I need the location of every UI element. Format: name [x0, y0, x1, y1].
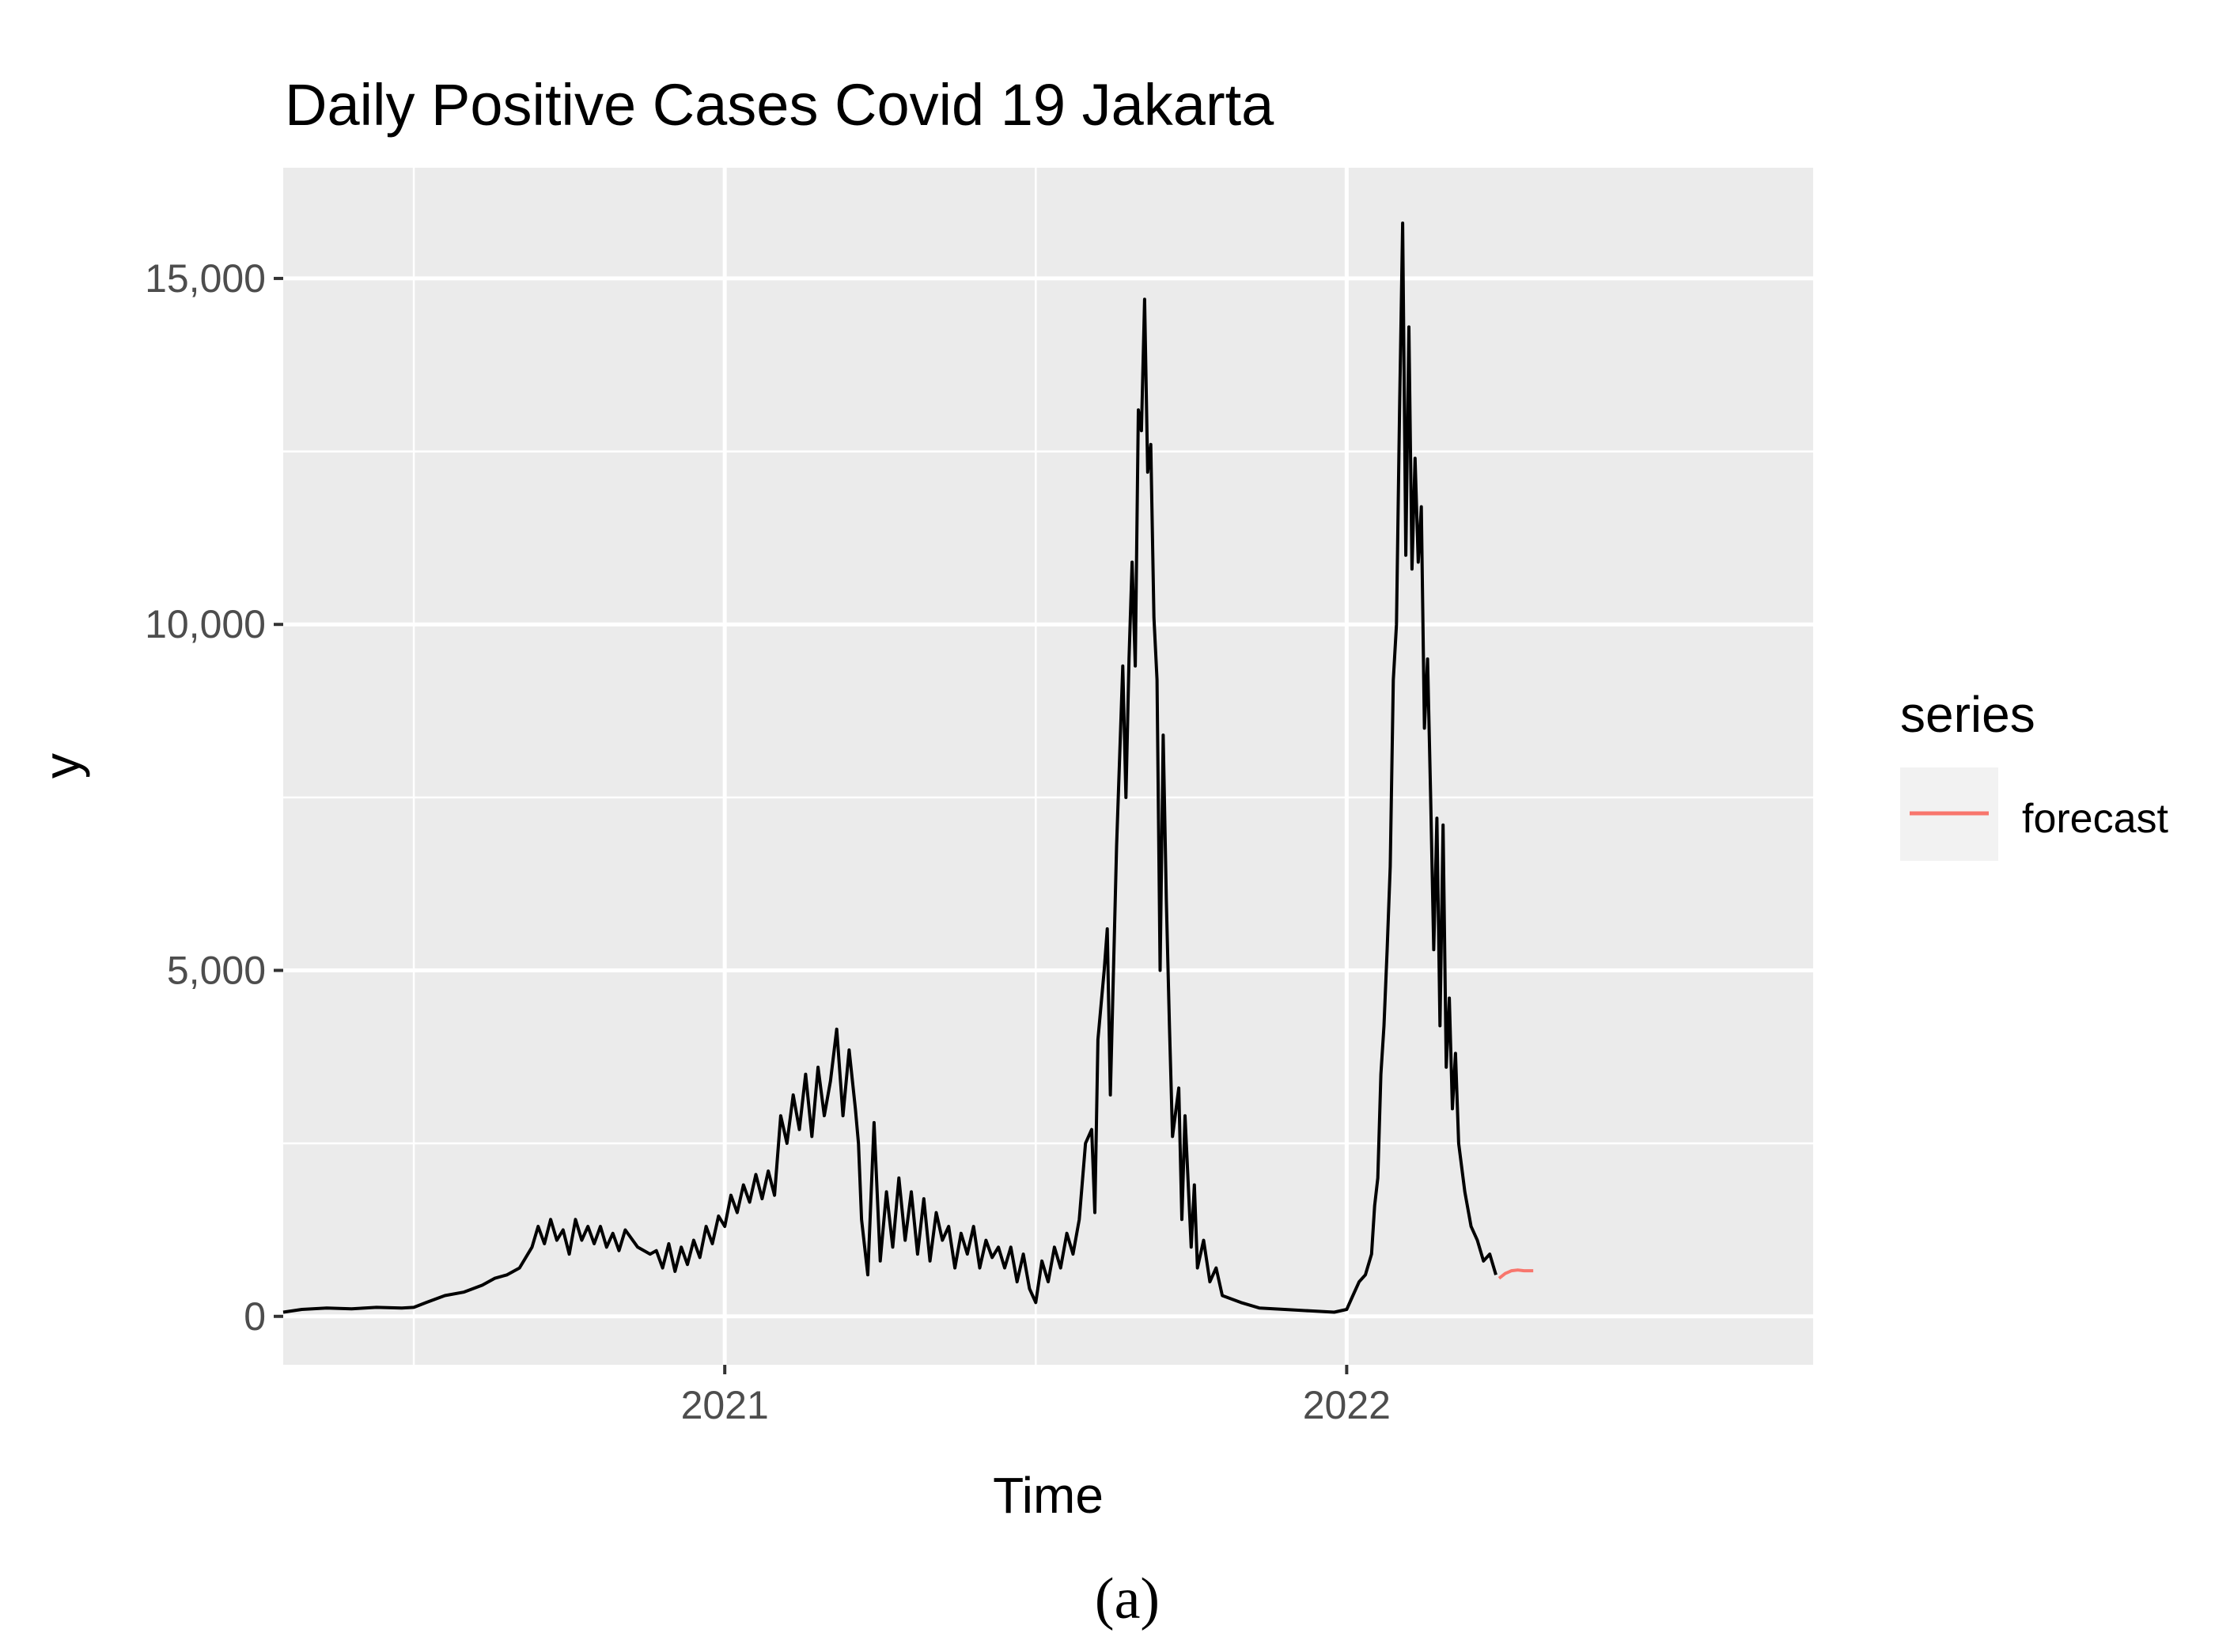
grid-major [283, 168, 1813, 1365]
y-tick-label-2: 10,000 [145, 602, 266, 646]
x-axis-title: Time [993, 1467, 1104, 1524]
y-axis: 0 5,000 10,000 15,000 [145, 256, 283, 1339]
x-tick-label-0: 2021 [681, 1383, 769, 1427]
y-tick-label-1: 5,000 [167, 948, 266, 992]
series-line-series-0 [282, 222, 1497, 1314]
x-axis: 2021 2022 [681, 1365, 1391, 1427]
x-tick-label-1: 2022 [1303, 1383, 1391, 1427]
legend-label: forecast [2022, 796, 2169, 842]
plot-panel [283, 168, 1813, 1365]
y-tick-label-3: 15,000 [145, 256, 266, 301]
figure-caption: (a) [1095, 1567, 1160, 1631]
series-line-forecast [1497, 1268, 1534, 1280]
chart-title: Daily Positive Cases Covid 19 Jakarta [285, 72, 1274, 138]
series-layer [282, 222, 1534, 1314]
y-axis-title: y [33, 753, 90, 779]
legend: series forecast [1900, 686, 2169, 861]
grid-minor [283, 168, 1813, 1365]
legend-title: series [1900, 686, 2035, 743]
y-tick-label-0: 0 [244, 1294, 266, 1339]
